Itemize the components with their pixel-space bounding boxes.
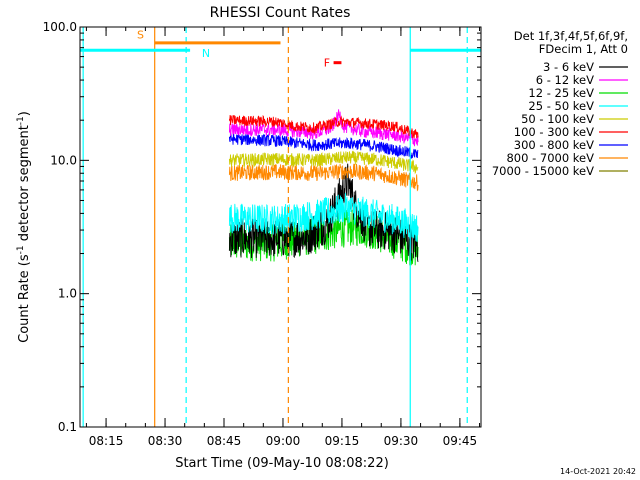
x-tick-label: 09:00 [266, 434, 301, 448]
x-tick-label: 09:45 [443, 434, 478, 448]
annotation-label-S: S [137, 28, 144, 41]
chart-title: RHESSI Count Rates [210, 5, 351, 21]
annotation-label-N: N [202, 47, 210, 60]
y-tick-label: 100.0 [43, 20, 77, 34]
y-axis-label: Count Rate (s-1 detector segment-1) [16, 111, 32, 343]
x-tick-label: 08:30 [148, 434, 183, 448]
footer-timestamp: 14-Oct-2021 20:42 [560, 467, 636, 476]
legend-entry-label: 300 - 800 keV [514, 138, 594, 152]
series-line [228, 163, 419, 262]
series-line [228, 131, 419, 160]
series-line [228, 109, 419, 147]
legend: Det 1f,3f,4f,5f,6f,9f, FDecim 1, Att 0 3… [492, 29, 628, 178]
legend-entry-label: 50 - 100 keV [521, 112, 594, 126]
legend-entry-label: 25 - 50 keV [528, 99, 594, 113]
y-axis-label-part: Count Rate (s [17, 254, 32, 343]
series-line [228, 150, 419, 175]
legend-entry-label: 100 - 300 keV [514, 125, 594, 139]
y-axis-label-sup: -1 [16, 116, 26, 125]
legend-header-line: FDecim 1, Att 0 [539, 42, 628, 56]
y-axis-label-sup: -1 [16, 245, 26, 254]
x-tick-label: 09:30 [384, 434, 419, 448]
legend-entry-label: 7000 - 15000 keV [492, 164, 594, 178]
legend-entry-label: 6 - 12 keV [536, 73, 594, 87]
plot-frame [79, 26, 482, 428]
legend-entry-label: 3 - 6 keV [543, 60, 594, 74]
legend-entry-label: 800 - 7000 keV [506, 151, 594, 165]
y-tick-label: 0.1 [58, 420, 77, 434]
series-line [228, 163, 419, 192]
legend-header-line: Det 1f,3f,4f,5f,6f,9f, [514, 29, 628, 43]
y-axis-label-part: ) [17, 111, 32, 116]
series-line [228, 114, 419, 139]
x-tick-label: 08:15 [89, 434, 124, 448]
series-line [228, 192, 419, 242]
y-tick-label: 1.0 [58, 287, 77, 301]
x-tick-label: 09:15 [325, 434, 360, 448]
legend-entry-label: 12 - 25 keV [528, 86, 594, 100]
x-axis-label: Start Time (09-May-10 08:08:22) [175, 456, 389, 471]
y-axis-label-part: detector segment [17, 125, 32, 245]
x-tick-label: 08:45 [207, 434, 242, 448]
y-tick-label: 10.0 [50, 153, 77, 167]
annotation-label-F: F [324, 57, 330, 70]
